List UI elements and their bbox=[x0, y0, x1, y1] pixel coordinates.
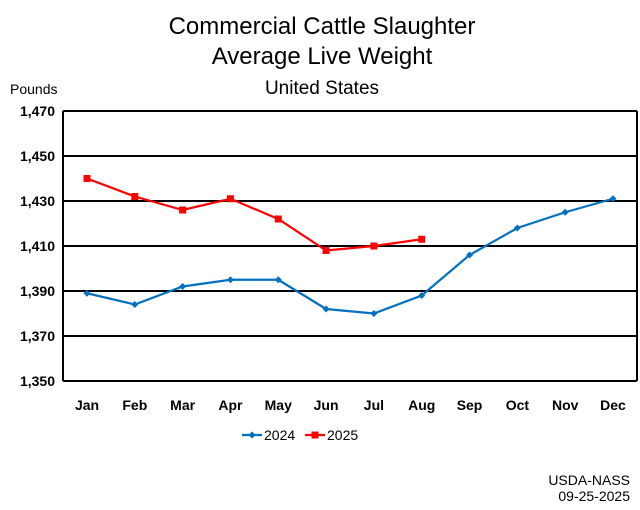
x-tick-label: May bbox=[265, 397, 292, 413]
data-point bbox=[83, 175, 91, 182]
legend-label: 2025 bbox=[327, 427, 358, 443]
y-tick-label: 1,470 bbox=[20, 103, 55, 119]
legend-marker bbox=[311, 431, 319, 439]
data-point bbox=[131, 193, 139, 200]
x-tick-label: Jun bbox=[314, 397, 339, 413]
series-line bbox=[86, 177, 422, 252]
x-tick-label: Jan bbox=[75, 397, 99, 413]
data-point bbox=[561, 208, 569, 216]
y-axis-label: Pounds bbox=[10, 81, 57, 97]
legend-item-2024: 2024 bbox=[242, 427, 295, 443]
x-tick-label: Feb bbox=[122, 397, 147, 413]
source-label: USDA-NASS bbox=[548, 472, 630, 488]
x-tick-label: Sep bbox=[457, 397, 483, 413]
y-tick-label: 1,370 bbox=[20, 328, 55, 344]
data-point bbox=[226, 276, 234, 284]
data-point bbox=[226, 195, 234, 203]
x-tick-label: Apr bbox=[218, 397, 243, 413]
x-tick-label: Dec bbox=[600, 397, 626, 413]
data-point bbox=[179, 206, 187, 214]
data-point bbox=[274, 215, 282, 223]
x-tick-label: Aug bbox=[408, 397, 435, 413]
chart-title-line-1: Commercial Cattle Slaughter bbox=[169, 13, 476, 40]
data-point bbox=[274, 276, 282, 284]
source-date: 09-25-2025 bbox=[558, 488, 630, 504]
series-2025 bbox=[83, 175, 426, 254]
x-tick-label: Oct bbox=[506, 397, 530, 413]
y-tick-label: 1,390 bbox=[20, 283, 55, 299]
y-tick-label: 1,450 bbox=[20, 148, 55, 164]
legend-marker bbox=[248, 431, 256, 439]
data-point bbox=[513, 224, 521, 232]
data-point bbox=[322, 247, 330, 254]
legend-label: 2024 bbox=[264, 427, 295, 443]
data-point bbox=[418, 292, 426, 299]
x-tick-label: Mar bbox=[170, 397, 195, 413]
legend-item-2025: 2025 bbox=[305, 427, 358, 443]
series-line bbox=[86, 197, 614, 315]
data-point bbox=[83, 289, 91, 297]
chart-title-line-2: Average Live Weight bbox=[212, 43, 433, 70]
x-tick-label: Jul bbox=[364, 397, 384, 413]
data-point bbox=[609, 195, 617, 203]
chart-subtitle: United States bbox=[265, 78, 379, 99]
y-tick-label: 1,410 bbox=[20, 238, 55, 254]
data-point bbox=[179, 283, 187, 290]
y-tick-label: 1,430 bbox=[20, 193, 55, 209]
data-point bbox=[131, 301, 139, 308]
series-2024 bbox=[83, 195, 617, 317]
data-point bbox=[370, 242, 378, 250]
data-point bbox=[322, 305, 330, 313]
data-point bbox=[466, 251, 474, 259]
y-tick-label: 1,350 bbox=[20, 373, 55, 389]
x-tick-label: Nov bbox=[552, 397, 579, 413]
data-point bbox=[370, 310, 378, 317]
data-point bbox=[418, 235, 426, 243]
